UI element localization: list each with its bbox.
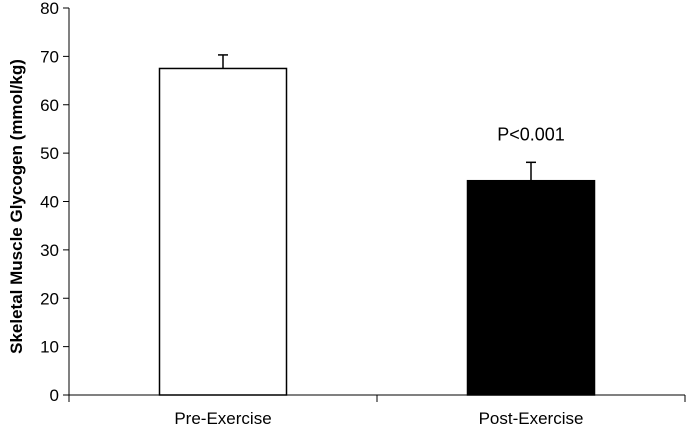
annotations: P<0.001 bbox=[497, 124, 565, 144]
y-tick-label: 0 bbox=[50, 386, 59, 405]
y-tick-label: 10 bbox=[40, 338, 59, 357]
y-tick-label: 60 bbox=[40, 96, 59, 115]
x-category-label: Post-Exercise bbox=[479, 409, 584, 428]
y-tick-label: 30 bbox=[40, 241, 59, 260]
error-bars bbox=[218, 54, 536, 181]
y-tick-label: 80 bbox=[40, 0, 59, 18]
y-tick-label: 20 bbox=[40, 289, 59, 308]
bars bbox=[158, 67, 596, 396]
y-axis-title: Skeletal Muscle Glycogen (mmol/kg) bbox=[7, 59, 26, 354]
x-axis-categories: Pre-Exercise Post-Exercise bbox=[68, 395, 686, 428]
y-axis-ticks: 0 10 20 30 40 50 60 70 80 bbox=[40, 0, 69, 405]
bar-post-exercise bbox=[466, 179, 596, 396]
y-tick-label: 70 bbox=[40, 47, 59, 66]
bar-pre-exercise bbox=[158, 67, 288, 396]
x-category-label: Pre-Exercise bbox=[174, 409, 271, 428]
y-tick-label: 40 bbox=[40, 193, 59, 212]
p-value-annotation: P<0.001 bbox=[497, 124, 565, 144]
y-tick-label: 50 bbox=[40, 144, 59, 163]
